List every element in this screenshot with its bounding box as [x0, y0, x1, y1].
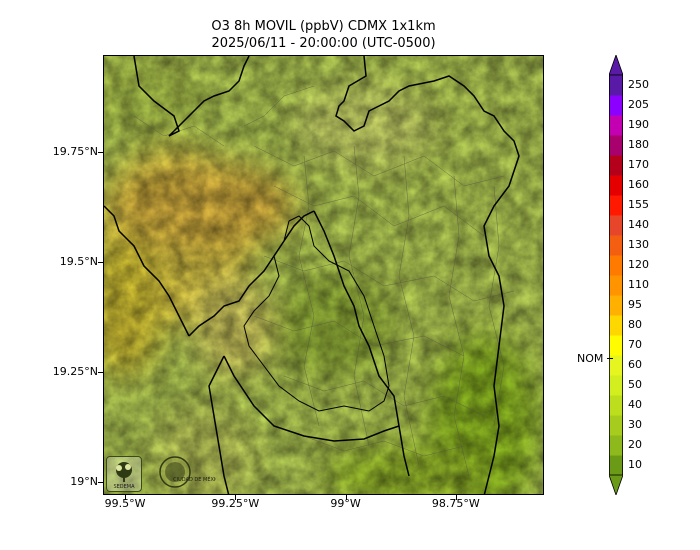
colorbar-level-label: 180	[628, 138, 649, 151]
terrain-shading	[104, 56, 543, 494]
nom-label: NOM	[577, 352, 604, 365]
colorbar-segment	[609, 135, 623, 156]
lat-tick-label: 19°N	[70, 474, 98, 488]
colorbar-segment	[609, 75, 623, 96]
colorbar-level-label: 95	[628, 298, 642, 311]
lon-tick-mark	[455, 495, 457, 500]
colorbar-level-label: 70	[628, 338, 642, 351]
colorbar-level-label: 110	[628, 278, 649, 291]
colorbar-segment	[609, 315, 623, 336]
lon-tick-mark	[125, 495, 127, 500]
colorbar-extend-low	[609, 474, 623, 495]
colorbar-level-label: 80	[628, 318, 642, 331]
colorbar-level-label: 60	[628, 358, 642, 371]
cdmx-seal-icon: CIUDAD DE MÉXICO	[159, 456, 216, 488]
cdmx-text: CIUDAD DE MÉXICO	[173, 475, 216, 483]
nom-tick	[607, 358, 613, 359]
map-title: O3 8h MOVIL (ppbV) CDMX 1x1km	[211, 19, 436, 34]
colorbar-level-label: 30	[628, 418, 642, 431]
colorbar-level-label: 205	[628, 98, 649, 111]
colorbar-segment	[609, 235, 623, 256]
colorbar-level-label: 130	[628, 238, 649, 251]
lat-tick-label: 19.75°N	[52, 144, 98, 158]
colorbar	[609, 55, 623, 495]
colorbar-level-label: 250	[628, 78, 649, 91]
colorbar-segment	[609, 275, 623, 296]
lon-tick-label: 99.25°W	[211, 497, 260, 510]
colorbar-segment	[609, 175, 623, 196]
municipal-boundaries	[133, 85, 515, 477]
lon-tick-label: 98.75°W	[431, 497, 480, 510]
colorbar-level-label: 155	[628, 198, 649, 211]
colorbar-segment	[609, 215, 623, 236]
colorbar-segment	[609, 95, 623, 116]
colorbar-segment	[609, 335, 623, 356]
colorbar-segment	[609, 255, 623, 276]
lon-tick-label: 99.5°W	[104, 497, 146, 510]
colorbar-level-label: 50	[628, 378, 642, 391]
colorbar-segment	[609, 435, 623, 456]
lat-tick-mark	[98, 151, 103, 153]
colorbar-frame	[609, 74, 623, 476]
colorbar-segment	[609, 375, 623, 396]
map-subtitle-datetime: 2025/06/11 - 20:00:00 (UTC-0500)	[211, 36, 436, 51]
colorbar-level-label: 140	[628, 218, 649, 231]
lat-tick-label: 19.5°N	[59, 254, 98, 268]
colorbar-extend-high	[609, 55, 623, 76]
colorbar-segment	[609, 115, 623, 136]
lat-tick-mark	[98, 261, 103, 263]
colorbar-level-label: 170	[628, 158, 649, 171]
state-boundary	[104, 56, 520, 494]
colorbar-segment	[609, 455, 623, 476]
lon-tick-label: 99°W	[330, 497, 361, 510]
colorbar-level-label: 190	[628, 118, 649, 131]
lat-tick-mark	[98, 371, 103, 373]
colorbar-level-label: 10	[628, 458, 642, 471]
lon-tick-mark	[345, 495, 347, 500]
colorbar-segment	[609, 295, 623, 316]
lon-tick-mark	[235, 495, 237, 500]
colorbar-segment	[609, 155, 623, 176]
colorbar-segment	[609, 195, 623, 216]
colorbar-level-label: 20	[628, 438, 642, 451]
sedema-tree-icon: SEDEMA	[113, 462, 135, 490]
map-surface	[104, 56, 543, 494]
colorbar-segment	[609, 415, 623, 436]
cdmx-boundary	[243, 215, 390, 412]
sedema-logo: SEDEMA	[106, 456, 142, 492]
lat-tick-mark	[98, 481, 103, 483]
colorbar-level-label: 160	[628, 178, 649, 191]
lat-tick-label: 19.25°N	[52, 364, 98, 378]
colorbar-level-label: 40	[628, 398, 642, 411]
colorbar-segment	[609, 395, 623, 416]
sedema-text: SEDEMA	[113, 484, 135, 490]
cdmx-logo: CIUDAD DE MÉXICO	[156, 454, 216, 492]
ozone-map: SEDEMA CIUDAD DE MÉXICO	[103, 55, 544, 495]
colorbar-level-label: 120	[628, 258, 649, 271]
colorbar-segment	[609, 355, 623, 376]
